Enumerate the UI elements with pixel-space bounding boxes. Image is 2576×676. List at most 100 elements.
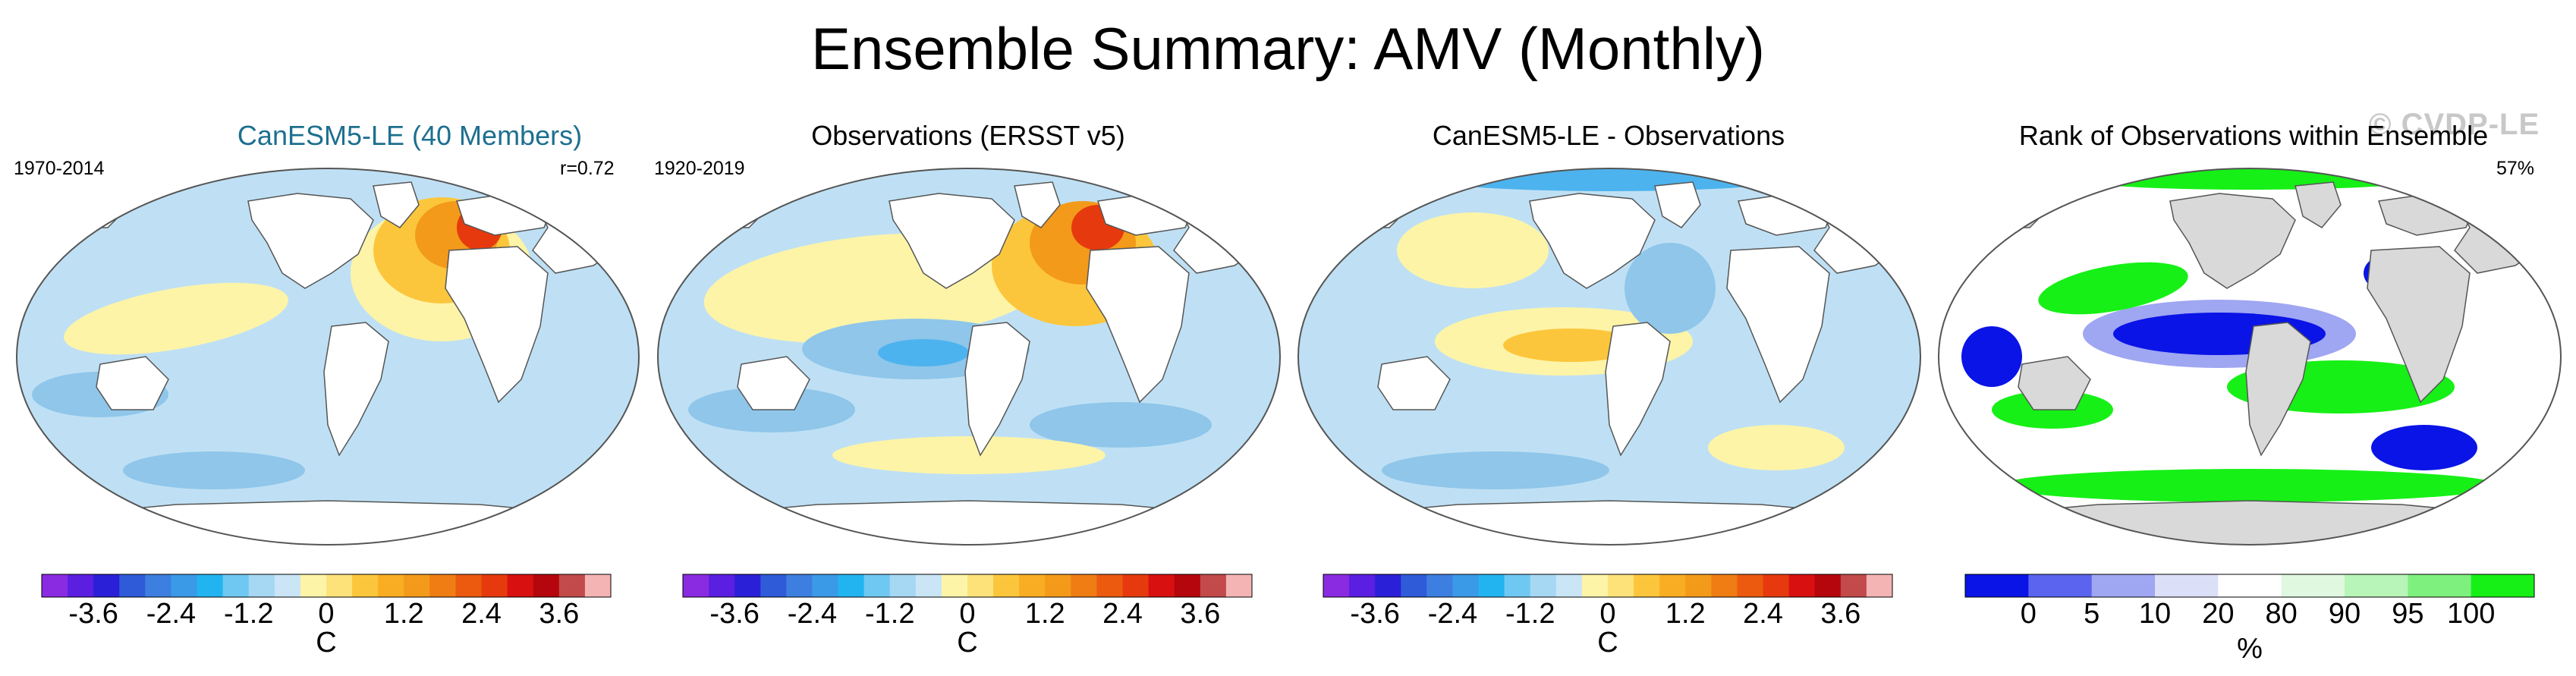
colorbar-tick-label: 2.4 bbox=[1743, 598, 1783, 630]
map-panel-0 bbox=[17, 168, 639, 545]
continent-antarctica bbox=[694, 500, 1244, 545]
continent-africa bbox=[445, 246, 549, 404]
colorbar-segment bbox=[1840, 574, 1867, 597]
continent-asia-west bbox=[27, 181, 132, 228]
colorbar-segment bbox=[352, 574, 379, 597]
colorbar-segment bbox=[734, 574, 761, 597]
rank-patch-high bbox=[2052, 168, 2447, 190]
colorbar-segment bbox=[1581, 574, 1609, 597]
colorbar-tick-label: 0 bbox=[959, 598, 976, 630]
colorbar-segment bbox=[1530, 574, 1557, 597]
colorbar-segment bbox=[1045, 574, 1071, 597]
colorbar-segment bbox=[786, 574, 813, 597]
colorbar-tick-label: 0 bbox=[2020, 598, 2037, 630]
colorbar-segment bbox=[1375, 574, 1401, 597]
colorbar-segment bbox=[533, 574, 560, 597]
colorbar-segment bbox=[1122, 574, 1150, 597]
colorbar-tick-label: 0 bbox=[1599, 598, 1616, 630]
continent-australia bbox=[1377, 356, 1451, 410]
continent-africa bbox=[1086, 246, 1190, 404]
colorbar-segment bbox=[1019, 574, 1046, 597]
colorbar-segment bbox=[1148, 574, 1175, 597]
colorbar-segment bbox=[507, 574, 534, 597]
colorbar-segment bbox=[1866, 574, 1893, 597]
colorbar-segment bbox=[197, 574, 224, 597]
colorbar-segment bbox=[2408, 574, 2472, 597]
continent-n-america bbox=[1529, 193, 1656, 289]
continent-s-america bbox=[1605, 322, 1671, 457]
colorbar-tick-label: -3.6 bbox=[1350, 598, 1400, 630]
colorbar-segment bbox=[1401, 574, 1427, 597]
panel-title-model: CanESM5-LE (40 Members) bbox=[237, 120, 583, 151]
anomaly-patch-north-pacific bbox=[1397, 212, 1549, 288]
colorbar-frame bbox=[1323, 574, 1893, 598]
colorbar-segment bbox=[1323, 574, 1350, 597]
colorbar-unit-label: C bbox=[1597, 627, 1618, 659]
colorbar-segment bbox=[429, 574, 456, 597]
colorbar-tick-label: -3.6 bbox=[709, 598, 760, 630]
colorbar-segment bbox=[1452, 574, 1480, 597]
colorbar-tick-label: 3.6 bbox=[1180, 598, 1221, 630]
map-outline-0 bbox=[16, 168, 640, 546]
map-outline-3 bbox=[1938, 168, 2562, 546]
colorbar-tick-label: 20 bbox=[2202, 598, 2235, 630]
colorbar-tick-label: -1.2 bbox=[1505, 598, 1555, 630]
continent-s-america bbox=[2245, 322, 2311, 457]
continent-asia-west bbox=[668, 181, 773, 228]
colorbar-segment bbox=[1225, 574, 1253, 597]
continent-greenland bbox=[373, 181, 420, 228]
colorbar-segment bbox=[42, 574, 68, 597]
correlation-label: r=0.72 bbox=[560, 158, 615, 179]
continent-n-america bbox=[2169, 193, 2296, 289]
colorbar-segment bbox=[326, 574, 353, 597]
colorbar-segment bbox=[300, 574, 327, 597]
colorbar-tick-label: 3.6 bbox=[1820, 598, 1861, 630]
colorbar-tick-label: -2.4 bbox=[787, 598, 838, 630]
colorbar-segment bbox=[1426, 574, 1453, 597]
colorbar-segment bbox=[2345, 574, 2408, 597]
colorbar-segment bbox=[1096, 574, 1124, 597]
colorbar-segment bbox=[1711, 574, 1738, 597]
anomaly-patch-southern bbox=[123, 451, 305, 489]
map-panel-3 bbox=[1939, 168, 2561, 545]
continent-australia bbox=[737, 356, 810, 410]
colorbar-segment bbox=[941, 574, 968, 597]
colorbar-segment bbox=[378, 574, 404, 597]
colorbar-segment bbox=[93, 574, 120, 597]
colorbar-segment bbox=[889, 574, 917, 597]
colorbar-segment bbox=[863, 574, 891, 597]
colorbar-tick-label: 90 bbox=[2328, 598, 2361, 630]
continent-antarctica bbox=[1335, 500, 1884, 545]
period-label-model: 1970-2014 bbox=[14, 158, 105, 179]
panel-title-difference: CanESM5-LE - Observations bbox=[1432, 120, 1785, 151]
colorbar-segment bbox=[1788, 574, 1816, 597]
continent-asia-west bbox=[1949, 181, 2054, 228]
colorbar-segment bbox=[967, 574, 994, 597]
colorbar-segment bbox=[274, 574, 301, 597]
colorbar-segment bbox=[119, 574, 146, 597]
colorbar-tick-label: 95 bbox=[2392, 598, 2424, 630]
colorbar-frame bbox=[1964, 574, 2535, 598]
continent-greenland bbox=[2294, 181, 2342, 228]
colorbar-segment bbox=[1634, 574, 1660, 597]
continent-asia-west bbox=[1309, 181, 1414, 228]
map-panel-2 bbox=[1298, 168, 1920, 545]
anomaly-patch-tropical-pacific bbox=[878, 339, 969, 366]
map-outline-1 bbox=[657, 168, 1281, 546]
colorbar-segment bbox=[1685, 574, 1712, 597]
colorbar-unit-label: % bbox=[2237, 633, 2263, 665]
colorbar-segment bbox=[222, 574, 250, 597]
continent-africa bbox=[1726, 246, 1830, 404]
colorbar-tick-label: 3.6 bbox=[539, 598, 580, 630]
period-label-observations: 1920-2019 bbox=[654, 158, 745, 179]
colorbar-segment bbox=[1608, 574, 1634, 597]
continent-n-america bbox=[889, 193, 1015, 289]
colorbar-tick-label: 2.4 bbox=[461, 598, 502, 630]
colorbar-segment bbox=[760, 574, 787, 597]
colorbar-segment bbox=[2028, 574, 2093, 597]
colorbar-segment bbox=[455, 574, 483, 597]
colorbar-segment bbox=[1478, 574, 1505, 597]
colorbar-segment bbox=[1763, 574, 1790, 597]
colorbar-segment bbox=[145, 574, 171, 597]
